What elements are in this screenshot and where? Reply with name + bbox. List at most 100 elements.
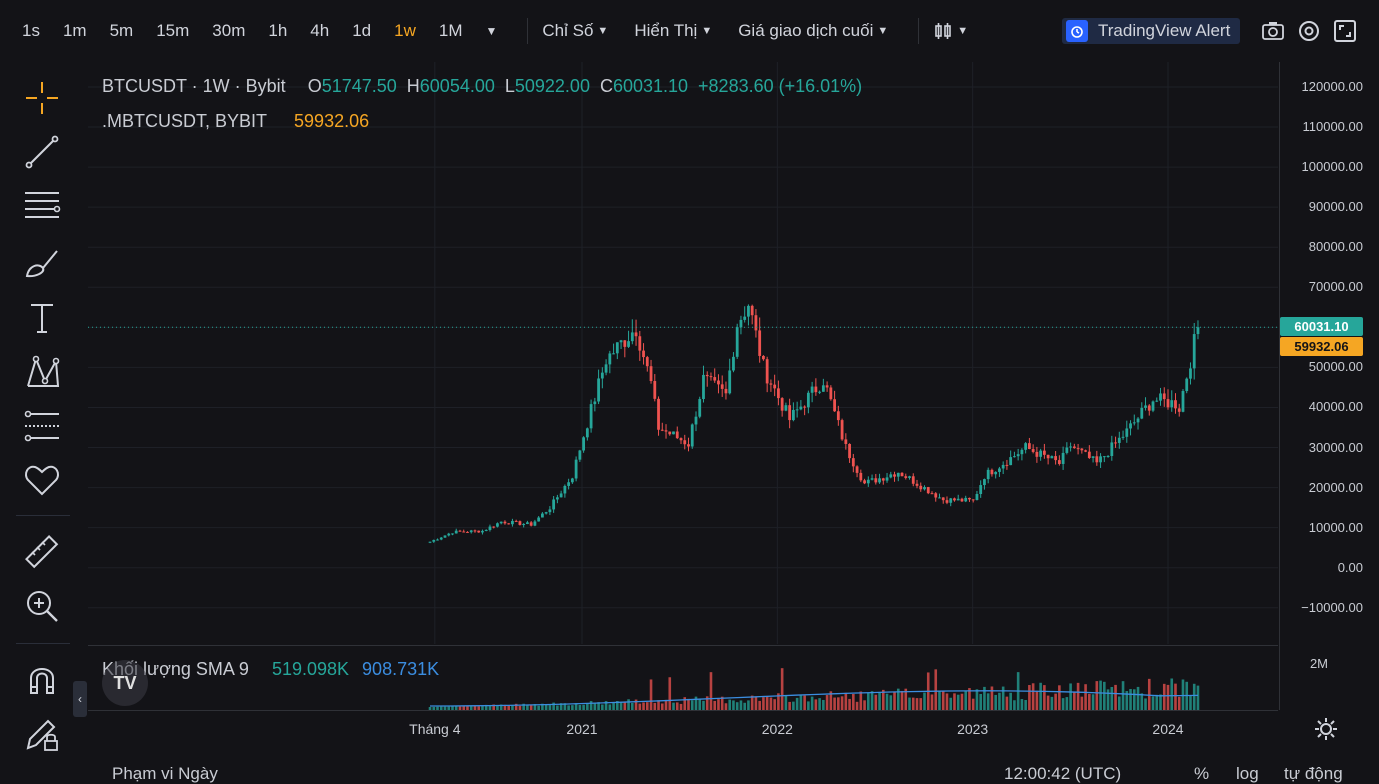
percent-toggle[interactable]: % <box>1194 764 1210 783</box>
auto-toggle[interactable]: tự động <box>1284 764 1343 783</box>
candle <box>1155 397 1159 403</box>
trend-line-tool[interactable] <box>22 132 62 172</box>
candle <box>1102 456 1106 463</box>
candle <box>454 528 458 534</box>
lock-drawings-tool[interactable] <box>22 714 62 754</box>
gear-icon[interactable] <box>1313 716 1339 742</box>
forecast-tool[interactable] <box>22 406 62 446</box>
candle <box>960 497 964 502</box>
candle <box>709 372 713 381</box>
candle <box>747 304 750 326</box>
volume-bar <box>432 706 436 710</box>
candle <box>930 491 934 495</box>
price-type-dropdown[interactable]: Giá giao dịch cuối ▼ <box>738 21 888 41</box>
candle <box>859 469 863 483</box>
volume-bar <box>949 697 953 710</box>
volume-bar <box>657 700 660 710</box>
candle <box>492 526 496 529</box>
price-tick: 0.00 <box>1337 559 1363 575</box>
date-range-button[interactable]: Phạm vi Ngày <box>112 764 218 783</box>
candle <box>1129 420 1132 436</box>
volume-bar <box>1099 680 1102 710</box>
price-tick: 80000.00 <box>1308 239 1363 255</box>
volume-axis-tick: 2M <box>1309 656 1328 671</box>
candle <box>649 359 653 384</box>
timeframe-5m[interactable]: 5m <box>109 21 134 40</box>
timeframe-1h[interactable]: 1h <box>268 21 288 40</box>
tradingview-alert-button[interactable]: TradingView Alert <box>1062 18 1241 44</box>
volume-bar <box>986 693 990 710</box>
candle <box>1114 436 1117 448</box>
price-tick: 120000.00 <box>1301 79 1363 94</box>
candle <box>1001 461 1005 475</box>
volume-bar <box>750 695 754 710</box>
volume-bar <box>829 691 833 710</box>
candle <box>679 437 683 445</box>
text-tool[interactable] <box>22 298 62 338</box>
candle <box>675 426 679 440</box>
symbol-name[interactable]: BTCUSDT · 1W · Bybit <box>102 76 286 96</box>
volume-bar <box>1095 681 1099 710</box>
fullscreen-icon[interactable] <box>1332 18 1358 44</box>
clock-display[interactable]: 12:00:42 (UTC) <box>1004 764 1122 783</box>
tradingview-logo[interactable]: TV <box>102 660 148 706</box>
volume-bar <box>1140 693 1144 710</box>
more-timeframes-dropdown[interactable]: ▼ <box>485 24 498 38</box>
candle <box>777 380 780 406</box>
favorites-tool[interactable] <box>22 460 62 500</box>
display-dropdown[interactable]: Hiển Thị ▼ <box>634 21 712 41</box>
settings-icon[interactable] <box>1296 18 1322 44</box>
timeframe-1s[interactable]: 1s <box>22 21 40 40</box>
volume-bar <box>784 694 788 710</box>
timeframe-30m[interactable]: 30m <box>212 21 246 40</box>
timeframe-group: 1s 1m 5m 15m 30m 1h 4h 1d 1w 1M <box>22 21 486 41</box>
candle <box>732 352 735 373</box>
volume-bar <box>889 695 893 710</box>
mark-symbol[interactable]: .MBTCUSDT, BYBIT <box>102 111 268 131</box>
candle <box>1016 448 1020 461</box>
close-label: C <box>599 76 613 96</box>
volume-bar <box>735 702 739 710</box>
zoom-tool[interactable] <box>22 586 62 626</box>
timeframe-1d[interactable]: 1d <box>352 21 372 40</box>
timeframe-1M[interactable]: 1M <box>438 21 463 40</box>
chart-type-dropdown[interactable]: ▼ <box>933 21 968 41</box>
volume-bar <box>923 692 926 710</box>
candle <box>578 449 582 462</box>
volume-bar <box>833 697 836 710</box>
time-axis[interactable]: Tháng 4 2021 2022 2023 2024 <box>88 710 1278 747</box>
timeframe-4h[interactable]: 4h <box>310 21 330 40</box>
collapse-sidebar-button[interactable]: ‹ <box>73 681 87 717</box>
measure-tool[interactable] <box>22 532 62 572</box>
candle <box>949 497 953 507</box>
volume-bar <box>556 705 559 710</box>
price-axis[interactable]: 120000.00 110000.00 100000.00 90000.00 80000… <box>1279 62 1379 710</box>
fib-retracement-tool[interactable] <box>22 186 62 226</box>
horizontal-lines-icon <box>25 192 61 218</box>
timeframe-1m[interactable]: 1m <box>62 21 87 40</box>
camera-icon[interactable] <box>1260 18 1286 44</box>
candle <box>1159 387 1162 406</box>
volume-bar <box>604 701 608 710</box>
timeframe-15m[interactable]: 15m <box>156 21 190 40</box>
candle <box>1069 442 1073 452</box>
volume-bar <box>1162 683 1166 710</box>
crosshair-tool[interactable] <box>22 78 62 118</box>
volume-bar <box>443 706 447 710</box>
volume-bar <box>1114 684 1117 710</box>
pattern-tool[interactable] <box>22 352 62 392</box>
volume-bar <box>582 704 585 710</box>
brush-tool[interactable] <box>22 242 62 282</box>
volume-pane[interactable] <box>88 646 1278 710</box>
candle <box>765 356 769 393</box>
candle <box>1039 448 1043 461</box>
indicators-dropdown[interactable]: Chỉ Số ▼ <box>542 21 608 41</box>
price-chart[interactable] <box>88 62 1278 644</box>
volume-bar <box>507 705 510 710</box>
candle <box>1076 443 1080 455</box>
timeframe-1w[interactable]: 1w <box>394 21 416 40</box>
magnet-tool[interactable] <box>22 660 62 700</box>
candle <box>1084 449 1087 453</box>
volume-bar <box>574 703 578 710</box>
log-toggle[interactable]: log <box>1236 764 1259 783</box>
